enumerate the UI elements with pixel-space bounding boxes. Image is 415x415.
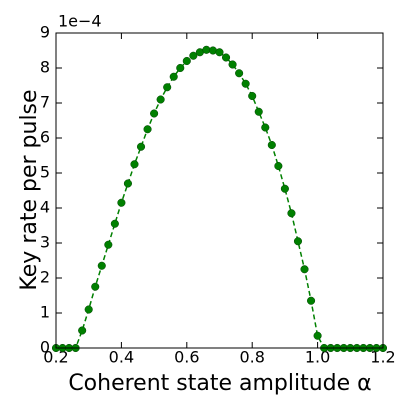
marker bbox=[84, 305, 93, 314]
x-tick-label: 0.2 bbox=[43, 348, 68, 367]
marker bbox=[307, 296, 316, 305]
marker bbox=[261, 123, 270, 132]
marker bbox=[156, 95, 165, 104]
marker bbox=[221, 53, 231, 62]
y-tick-label: 0 bbox=[40, 338, 50, 357]
marker bbox=[254, 107, 263, 116]
marker bbox=[91, 282, 100, 291]
y-tick-label: 5 bbox=[40, 163, 50, 182]
offset-label: 1e−4 bbox=[58, 12, 102, 31]
y-tick-label: 7 bbox=[40, 93, 50, 112]
marker bbox=[104, 240, 113, 249]
x-tick-label: 1.0 bbox=[305, 348, 330, 367]
line bbox=[56, 49, 383, 349]
marker bbox=[150, 109, 159, 118]
x-tick-label: 0.8 bbox=[239, 348, 264, 367]
marker bbox=[235, 69, 244, 78]
x-tick-label: 0.6 bbox=[174, 348, 199, 367]
marker bbox=[287, 209, 296, 218]
marker bbox=[176, 63, 185, 73]
marker bbox=[267, 140, 276, 150]
marker bbox=[110, 219, 119, 228]
y-tick-label: 9 bbox=[40, 23, 50, 42]
marker bbox=[241, 79, 250, 88]
marker bbox=[293, 237, 303, 246]
y-tick-label: 2 bbox=[40, 268, 50, 287]
marker bbox=[117, 198, 126, 207]
y-tick-label: 6 bbox=[40, 128, 50, 147]
marker bbox=[300, 265, 309, 274]
marker bbox=[228, 60, 237, 69]
marker bbox=[130, 160, 139, 169]
marker bbox=[78, 326, 87, 335]
x-tick-label: 1.2 bbox=[370, 348, 395, 367]
marker bbox=[182, 56, 191, 66]
marker bbox=[280, 184, 289, 193]
y-tick-label: 4 bbox=[40, 198, 50, 217]
plot-frame bbox=[55, 32, 384, 349]
marker bbox=[123, 179, 132, 188]
marker bbox=[215, 48, 224, 57]
marker bbox=[313, 331, 322, 340]
marker bbox=[143, 125, 152, 134]
marker bbox=[189, 51, 198, 60]
marker bbox=[169, 72, 178, 81]
y-tick-label: 1 bbox=[40, 303, 50, 322]
x-tick-label: 0.4 bbox=[109, 348, 134, 367]
y-tick-label: 8 bbox=[40, 58, 50, 77]
marker bbox=[97, 261, 106, 270]
y-tick-label: 3 bbox=[40, 233, 50, 252]
x-axis-label: Coherent state amplitude α bbox=[68, 371, 371, 396]
marker bbox=[136, 142, 146, 151]
marker bbox=[274, 161, 283, 171]
marker bbox=[248, 91, 257, 101]
y-axis-label: Key rate per pulse bbox=[17, 89, 42, 290]
marker bbox=[163, 83, 172, 92]
